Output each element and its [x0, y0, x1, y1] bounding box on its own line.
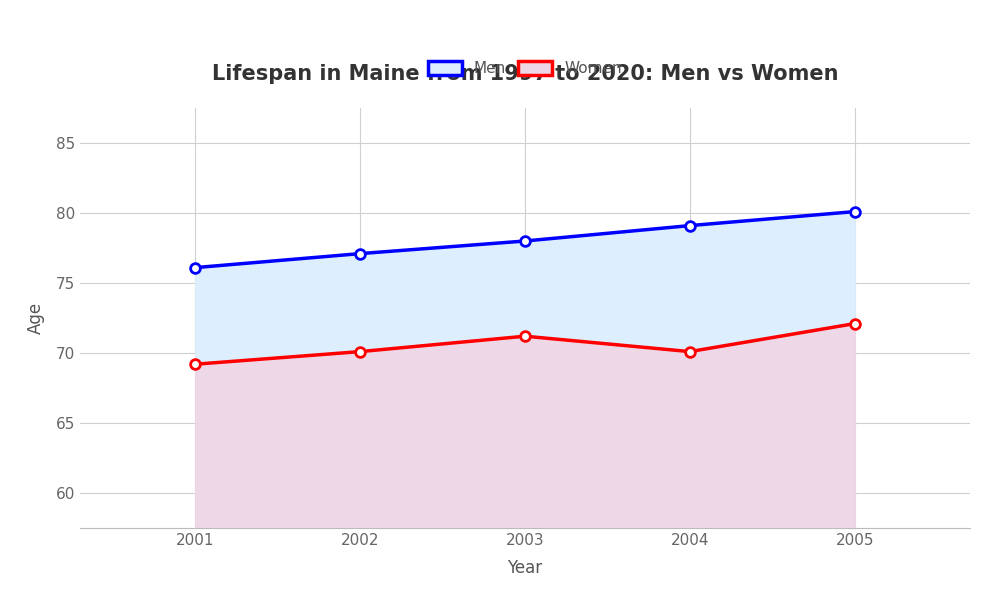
- Legend: Men, Women: Men, Women: [428, 61, 622, 76]
- Y-axis label: Age: Age: [27, 302, 45, 334]
- Title: Lifespan in Maine from 1997 to 2020: Men vs Women: Lifespan in Maine from 1997 to 2020: Men…: [212, 64, 838, 84]
- X-axis label: Year: Year: [507, 559, 543, 577]
